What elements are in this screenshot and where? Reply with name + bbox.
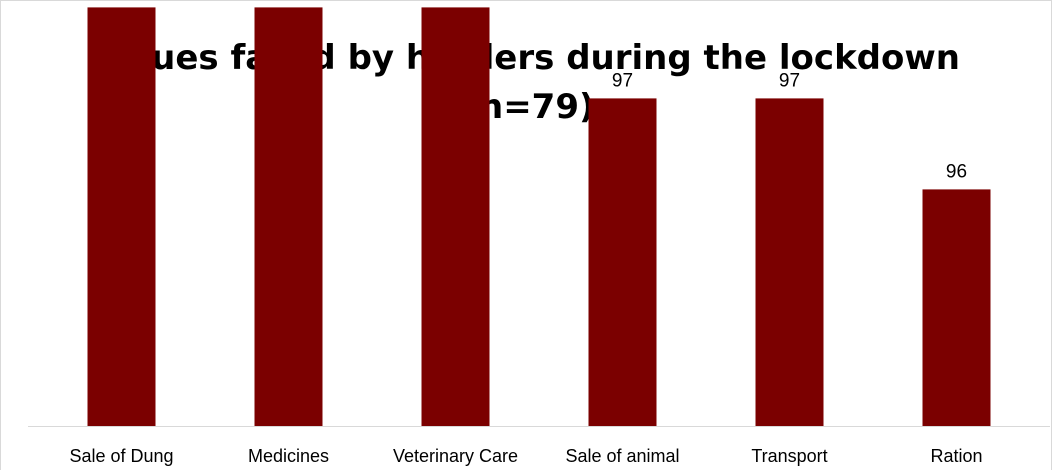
category-label: Ration <box>930 446 982 466</box>
data-label: 97 <box>779 70 800 91</box>
bar-medicines <box>254 7 323 427</box>
bar-sale-of-animal <box>588 98 657 427</box>
bar-ration <box>922 189 991 426</box>
chart-title: Issues faced by herders during the lockd… <box>98 38 960 78</box>
category-label: Sale of animal <box>565 446 679 466</box>
bars-layer <box>87 7 991 427</box>
category-label: Veterinary Care <box>393 446 518 466</box>
data-label: 97 <box>612 70 633 91</box>
data-label: 96 <box>946 161 967 182</box>
category-label: Medicines <box>248 446 329 466</box>
bar-veterinary-care <box>421 7 490 427</box>
bar-transport <box>755 98 824 427</box>
category-label: Sale of Dung <box>69 446 173 466</box>
labels-layer: 98Sale of Dung98Medicines98Veterinary Ca… <box>69 0 982 466</box>
category-label: Transport <box>751 446 827 466</box>
bar-sale-of-dung <box>87 7 156 427</box>
